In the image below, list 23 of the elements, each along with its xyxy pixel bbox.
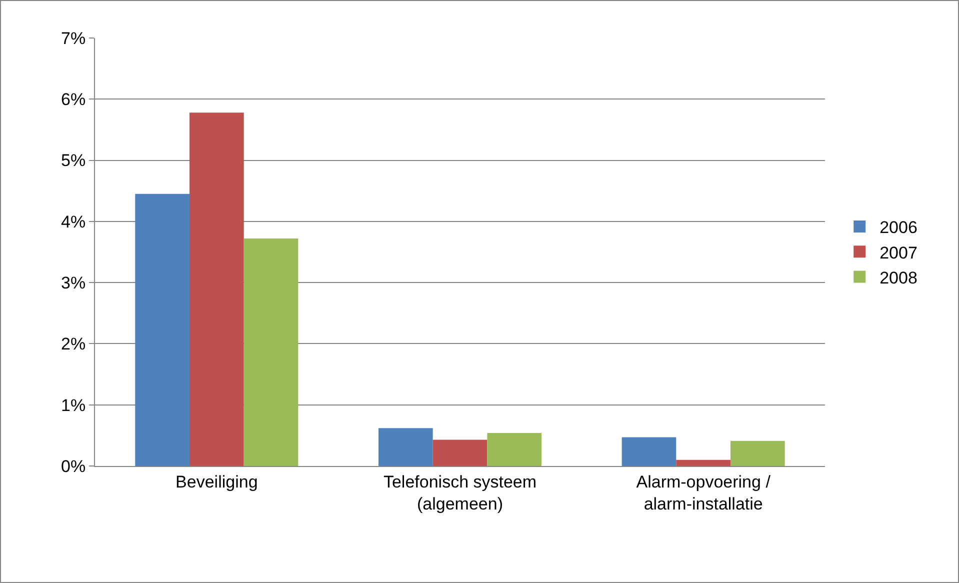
- bar: [244, 238, 298, 466]
- x-tick-label: Alarm-opvoering / alarm-installatie: [636, 472, 771, 514]
- x-tick-label: Telefonisch systeem (algemeen): [383, 472, 537, 514]
- bar: [432, 440, 488, 466]
- y-tick-label: 3%: [61, 274, 86, 293]
- bar: [622, 437, 676, 466]
- y-tick-label: 0%: [61, 456, 86, 476]
- y-tick-label: 1%: [61, 396, 86, 415]
- bar: [189, 112, 244, 466]
- y-tick-label: 6%: [61, 90, 86, 110]
- bar: [487, 432, 542, 466]
- legend-label: 2006: [880, 218, 918, 238]
- y-tick-label: 4%: [61, 212, 86, 232]
- bar: [730, 440, 785, 466]
- bar: [378, 428, 433, 466]
- legend-label: 2007: [880, 243, 918, 262]
- legend-label: 2008: [880, 268, 918, 288]
- bar: [135, 194, 190, 466]
- y-tick-label: 7%: [61, 28, 86, 48]
- x-tick-label: Beveiliging: [176, 472, 258, 492]
- y-tick-label: 2%: [61, 334, 86, 354]
- y-tick-label: 5%: [61, 151, 86, 170]
- bar: [676, 460, 731, 466]
